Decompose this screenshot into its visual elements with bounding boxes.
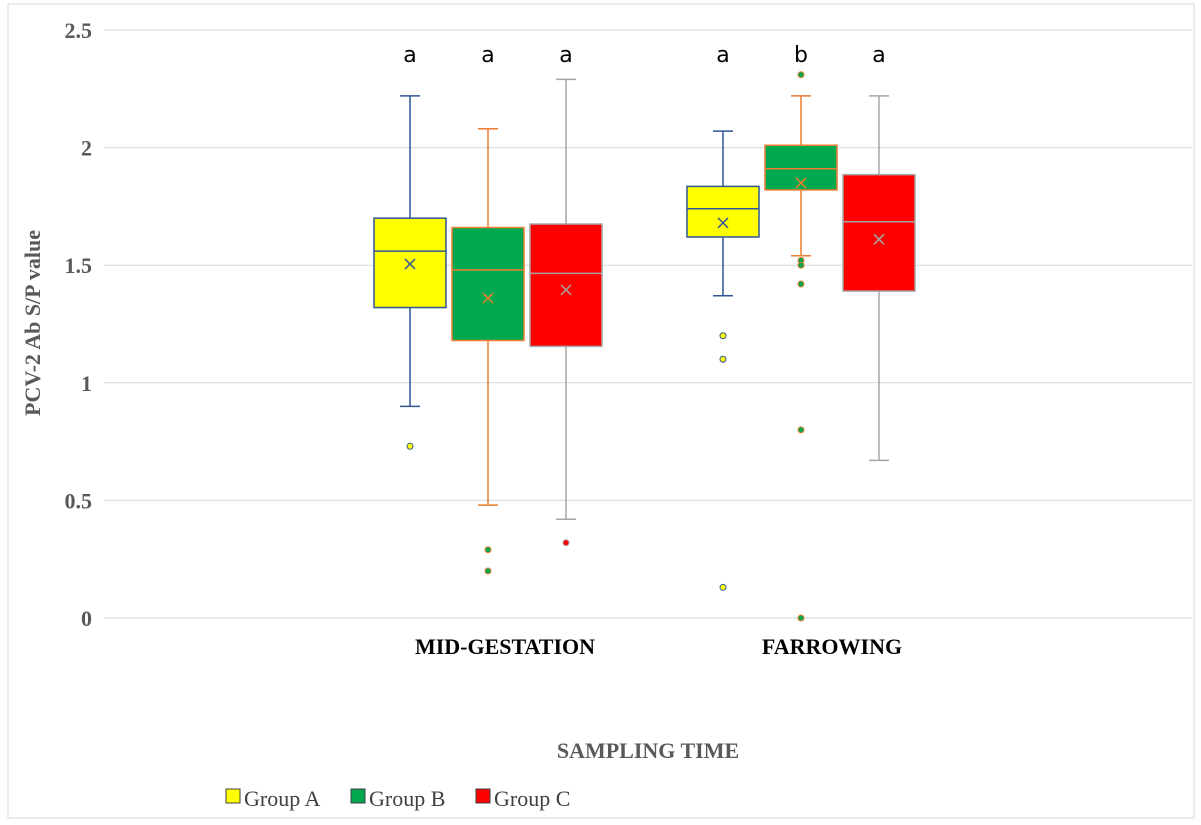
outlier-point — [719, 332, 727, 340]
outlier-point — [562, 539, 570, 547]
outlier-point — [719, 583, 727, 591]
box-group-c-1 — [842, 95, 916, 462]
significance-letter: a — [481, 43, 494, 68]
outlier-point — [797, 614, 805, 622]
box-group-c-0 — [529, 78, 603, 547]
y-axis-title: PCV-2 Ab S/P value — [20, 230, 45, 416]
category-label: MID-GESTATION — [415, 634, 595, 659]
box-group-a-1 — [686, 130, 760, 591]
outlier-point — [484, 567, 492, 575]
mean-marker — [482, 292, 494, 304]
box-group-a-0 — [373, 95, 447, 450]
outlier-point — [797, 71, 805, 79]
box-plots — [373, 71, 916, 622]
mean-marker — [404, 258, 416, 270]
legend-swatch — [475, 788, 491, 804]
box-body — [451, 226, 525, 342]
mean-marker — [560, 284, 572, 296]
outlier-point — [719, 355, 727, 363]
mean-marker — [873, 233, 885, 245]
legend-swatch — [225, 788, 241, 804]
y-tick-label: 0.5 — [65, 488, 93, 513]
outlier-point — [797, 426, 805, 434]
legend-label: Group B — [369, 786, 445, 811]
significance-letter: a — [559, 43, 572, 68]
box-body — [686, 185, 760, 238]
box-group-b-1 — [764, 71, 838, 622]
box-body — [529, 223, 603, 348]
significance-letter: a — [872, 43, 885, 68]
y-tick-label: 1.5 — [65, 253, 93, 278]
y-tick-label: 2.5 — [65, 18, 93, 43]
box-group-b-0 — [451, 128, 525, 575]
box-body — [373, 217, 447, 309]
legend-label: Group C — [494, 786, 570, 811]
significance-letter: a — [403, 43, 416, 68]
legend: Group A Group B Group C — [225, 786, 570, 811]
mean-marker — [717, 217, 729, 229]
category-labels: MID-GESTATION FARROWING — [415, 634, 902, 659]
outlier-point — [797, 261, 805, 269]
significance-letter: a — [716, 43, 729, 68]
legend-swatch — [350, 788, 366, 804]
y-tick-label: 0 — [81, 606, 92, 631]
legend-label: Group A — [244, 786, 321, 811]
mean-marker — [795, 177, 807, 189]
significance-letters: a aa ba a — [403, 43, 885, 68]
y-tick-labels: 0 0.5 1 1.5 2 2.5 — [65, 18, 93, 631]
gridlines — [104, 29, 1192, 619]
outlier-point — [797, 280, 805, 288]
significance-letter: b — [794, 43, 808, 68]
outlier-point — [484, 546, 492, 554]
x-axis-title: SAMPLING TIME — [557, 738, 739, 763]
box-body — [842, 173, 916, 292]
chart-border — [7, 3, 1195, 819]
y-tick-label: 2 — [81, 136, 92, 161]
y-tick-label: 1 — [81, 371, 92, 396]
outlier-point — [406, 442, 414, 450]
category-label: FARROWING — [762, 634, 902, 659]
